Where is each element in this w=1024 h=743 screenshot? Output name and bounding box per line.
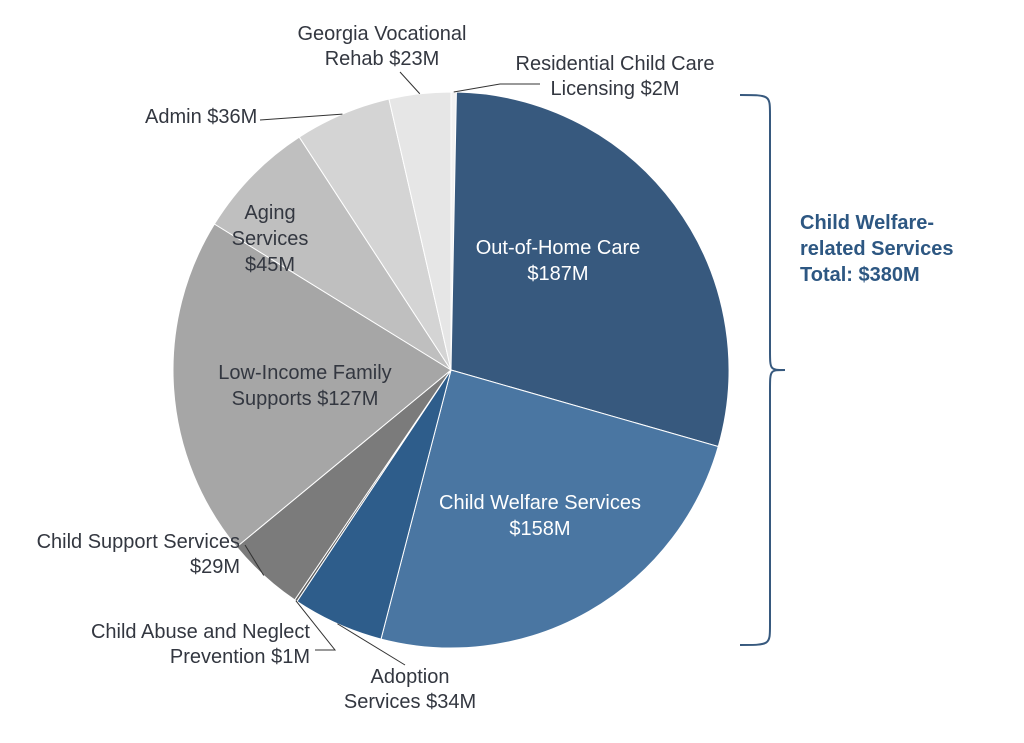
text: Total: $380M <box>800 264 920 286</box>
text: Child Welfare Services <box>439 492 641 514</box>
slice-label-aging-services: Aging Services $45M <box>215 200 325 278</box>
brace <box>740 95 785 645</box>
text: Services <box>232 228 309 250</box>
text: $158M <box>509 518 570 540</box>
label-georgia-vocational-rehab: Georgia Vocational Rehab $23M <box>282 22 482 72</box>
text: Services $34M <box>344 691 476 713</box>
leader-line <box>400 72 420 94</box>
text: Supports $127M <box>232 388 379 410</box>
text: Adoption <box>371 666 450 688</box>
label-admin: Admin $36M <box>145 105 295 130</box>
text: Rehab $23M <box>325 48 440 70</box>
slice-label-child-welfare-services: Child Welfare Services $158M <box>420 490 660 542</box>
callout-child-welfare-total: Child Welfare- related Services Total: $… <box>800 210 1000 288</box>
text: Admin $36M <box>145 106 257 128</box>
text: Child Support Services <box>37 531 240 553</box>
text: Licensing $2M <box>551 78 680 100</box>
text: $187M <box>527 263 588 285</box>
text: Out-of-Home Care <box>476 237 641 259</box>
slice-label-low-income-family-supports: Low-Income Family Supports $127M <box>195 360 415 412</box>
text: Residential Child Care <box>516 53 715 75</box>
slice-label-out-of-home-care: Out-of-Home Care $187M <box>448 235 668 287</box>
label-child-abuse-neglect-prevention: Child Abuse and Neglect Prevention $1M <box>60 620 310 670</box>
label-child-support-services: Child Support Services $29M <box>10 530 240 580</box>
text: Prevention $1M <box>170 646 310 668</box>
text: Aging <box>244 202 295 224</box>
text: Low-Income Family <box>218 362 391 384</box>
label-residential-child-care-licensing: Residential Child Care Licensing $2M <box>500 52 730 102</box>
text: Georgia Vocational <box>297 23 466 45</box>
text: Child Abuse and Neglect <box>91 621 310 643</box>
text: Child Welfare- <box>800 212 934 234</box>
text: $29M <box>190 556 240 578</box>
label-adoption-services: Adoption Services $34M <box>330 665 490 715</box>
text: related Services <box>800 238 953 260</box>
text: $45M <box>245 254 295 276</box>
